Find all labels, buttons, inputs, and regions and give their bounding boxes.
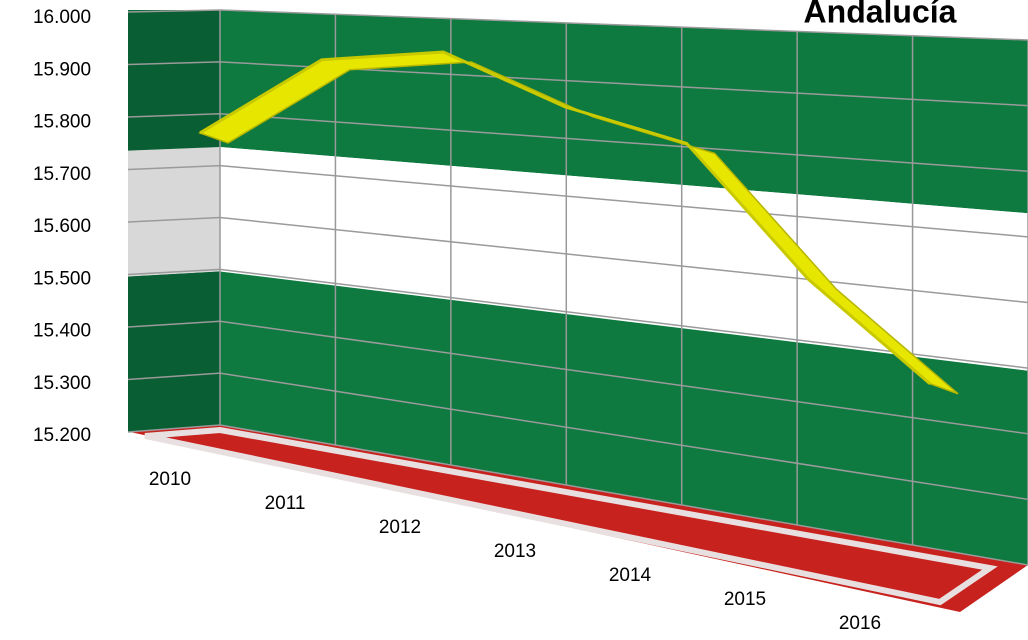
wall-stripe: [220, 271, 1028, 565]
y-tick-label: 15.500: [33, 268, 91, 289]
grid-line: [127, 216, 1028, 304]
grid-line: [127, 61, 1028, 107]
side-stripe: [128, 271, 220, 432]
grid-line: [127, 9, 1028, 41]
y-tick-label: 15.600: [33, 216, 91, 237]
y-tick-label: 16.000: [33, 7, 91, 28]
grid-line: [127, 112, 1028, 172]
grid-line: [127, 268, 1028, 369]
x-tick-label: 2016: [839, 613, 881, 634]
floor-pattern: [144, 426, 998, 606]
grid-line: [127, 424, 1028, 566]
y-tick-label: 15.800: [33, 112, 91, 133]
x-tick-label: 2013: [494, 541, 536, 562]
y-tick-label: 15.400: [33, 321, 91, 342]
y-tick-label: 15.200: [33, 425, 91, 446]
back-wall: [128, 10, 1028, 565]
side-stripe: [128, 146, 220, 277]
x-tick-label: 2012: [379, 517, 421, 538]
y-tick-label: 15.300: [33, 373, 91, 394]
y-tick-label: 15.900: [33, 59, 91, 80]
line: [199, 50, 931, 385]
floor: [130, 425, 1028, 612]
chart-title: Andalucía: [804, 0, 957, 29]
x-tick-label: 2015: [724, 589, 766, 610]
wall-stripe: [220, 146, 1028, 371]
x-tick-label: 2014: [609, 565, 652, 586]
y-tick-label: 15.700: [33, 164, 91, 185]
x-tick-label: 2011: [265, 493, 306, 514]
x-tick-label: 2010: [149, 469, 191, 490]
grid-line: [127, 320, 1028, 435]
grid-line: [127, 372, 1028, 501]
